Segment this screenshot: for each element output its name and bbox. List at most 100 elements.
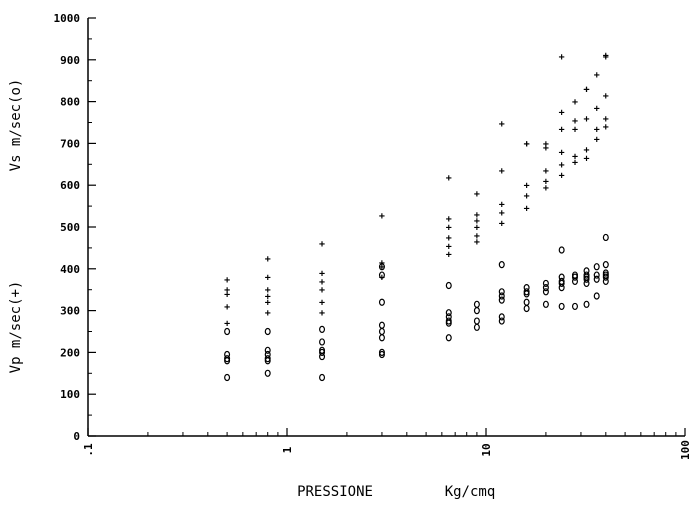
vp-point: + [603,114,609,125]
vp-point: + [572,116,578,127]
vs-point [378,321,385,329]
vp-point: + [224,319,230,330]
vp-point: + [379,211,385,222]
vs-point [378,350,385,359]
x-tick-label: 1 [281,446,294,453]
vs-point [542,300,549,308]
vp-point: + [524,139,530,150]
vs-point [378,271,385,279]
vp-point: + [594,135,600,146]
vp-point: + [559,108,565,119]
vp-point: + [584,85,590,96]
vp-point: + [474,216,480,227]
y-tick-label: 300 [60,305,80,318]
vs-point [445,309,452,317]
vp-point: + [499,218,505,229]
vp-point: + [474,237,480,248]
vp-point: + [524,139,530,150]
vs-point [445,281,452,290]
vs-point [583,279,590,288]
y-tick-label: 200 [60,346,80,359]
vs-point [593,292,600,300]
vs-point [523,304,530,313]
vs-point [602,273,609,281]
vs-point [319,338,326,346]
vp-point: + [499,208,505,219]
y-tick-label: 500 [60,221,80,234]
vs-point [593,263,600,271]
vs-point [558,279,565,288]
vp-point: + [584,145,590,156]
vp-point: + [379,262,385,273]
y-tick-label: 100 [60,388,80,401]
vp-point: + [265,285,271,296]
vs-point [445,334,452,342]
vs-point [558,246,565,254]
vp-point: + [603,122,609,133]
vp-point: + [446,173,452,184]
vs-point [473,300,480,308]
vp-point: + [603,52,609,63]
vs-point [445,319,452,327]
vs-point [602,233,609,242]
vp-point: + [584,154,590,165]
vp-point: + [559,147,565,158]
vp-point: + [559,170,565,181]
vp-point: + [594,70,600,81]
vs-point [264,327,271,336]
data-marks: ++++++++++++++++++++++++++++++++++++++++… [224,50,609,382]
x-tick-label: .1 [82,443,95,457]
vp-point: + [319,298,325,309]
x-axis-unit: Kg/cmq [445,484,496,500]
vp-point: + [265,273,271,284]
vp-point: + [603,50,609,61]
vs-point [319,325,326,334]
vp-point: + [446,233,452,244]
vp-point: + [319,268,325,279]
vp-point: + [319,285,325,296]
vp-point: + [499,119,505,130]
vp-point: + [543,166,549,177]
vp-point: + [265,291,271,302]
vs-point [583,300,590,308]
vp-point: + [603,91,609,102]
vp-point: + [572,97,578,108]
vp-point: + [524,204,530,215]
vs-point [498,292,505,300]
vp-point: + [224,302,230,313]
vp-point: + [446,250,452,261]
vp-point: + [446,241,452,252]
vs-point [571,277,578,285]
vs-point [571,302,578,311]
vs-point [593,275,600,283]
vp-point: + [224,275,230,286]
vp-point: + [499,200,505,211]
y-axis-title-upper: Vs m/sec(o) [8,79,24,172]
x-axis-title: PRESSIONE [297,484,373,500]
vp-point: + [572,158,578,169]
y-tick-label: 400 [60,263,80,276]
vp-point: + [474,210,480,221]
vs-point [224,357,231,365]
vs-point [378,298,385,306]
vs-point [224,327,231,336]
vp-point: + [265,308,271,319]
vs-point [224,373,231,382]
y-ticks: 0 100 200 300 400 500 600 700 800 900 1000 [54,12,96,443]
vp-point: + [524,181,530,192]
vs-point [542,279,549,288]
vs-point [319,352,326,361]
vp-point: + [543,183,549,194]
vs-point [319,348,326,356]
vp-point: + [319,308,325,319]
vp-point: + [543,143,549,154]
vs-point [542,284,549,292]
vs-point [378,334,385,342]
vs-point [593,271,600,279]
vp-point: + [224,289,230,300]
vs-point [473,317,480,325]
vp-point: + [319,239,325,250]
vs-point [523,298,530,306]
vs-point [378,327,385,336]
